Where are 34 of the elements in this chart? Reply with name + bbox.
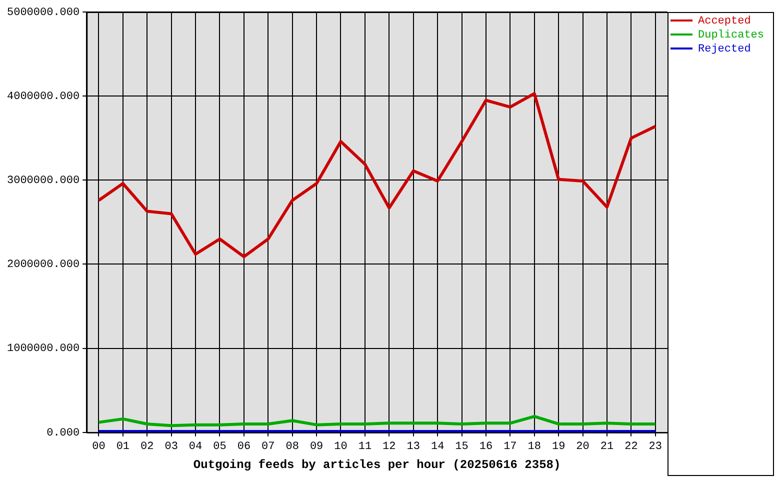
x-tick-label: 18: [528, 440, 541, 453]
x-tick-label: 15: [455, 440, 468, 453]
y-tick-label: 2000000.000: [6, 259, 80, 272]
x-tick-label: 21: [600, 440, 614, 453]
y-tick-label: 0.000: [46, 427, 80, 440]
x-tick-label: 13: [406, 440, 420, 453]
x-tick-label: 16: [479, 440, 493, 453]
x-tick-label: 22: [624, 440, 638, 453]
x-tick-label: 11: [358, 440, 372, 453]
x-tick-label: 19: [552, 440, 566, 453]
x-tick-label: 07: [262, 440, 275, 453]
x-tick-label: 04: [188, 440, 203, 453]
x-axis-title: Outgoing feeds by articles per hour (20250616 2358): [193, 458, 561, 472]
x-tick-label: 10: [334, 440, 348, 453]
x-tick-label: 08: [286, 440, 299, 453]
x-tick-label: 05: [213, 440, 226, 453]
x-tick-label: 02: [140, 440, 154, 453]
x-tick-label: 03: [164, 440, 178, 453]
x-tick-label: 09: [310, 440, 324, 453]
x-tick-label: 20: [576, 440, 590, 453]
legend-label: Accepted: [698, 15, 751, 28]
y-tick-label: 5000000.000: [6, 6, 80, 19]
x-tick-label: 23: [648, 440, 662, 453]
x-tick-label: 17: [504, 440, 517, 453]
x-tick-label: 00: [92, 440, 106, 453]
legend-label: Rejected: [698, 43, 751, 56]
legend-label: Duplicates: [698, 29, 764, 42]
x-tick-label: 06: [237, 440, 251, 453]
y-tick-label: 4000000.000: [6, 90, 80, 103]
y-tick-label: 3000000.000: [6, 175, 80, 188]
x-tick-label: 12: [382, 440, 396, 453]
x-tick-label: 14: [430, 440, 445, 453]
y-tick-label: 1000000.000: [6, 343, 80, 356]
x-tick-label: 01: [116, 440, 130, 453]
